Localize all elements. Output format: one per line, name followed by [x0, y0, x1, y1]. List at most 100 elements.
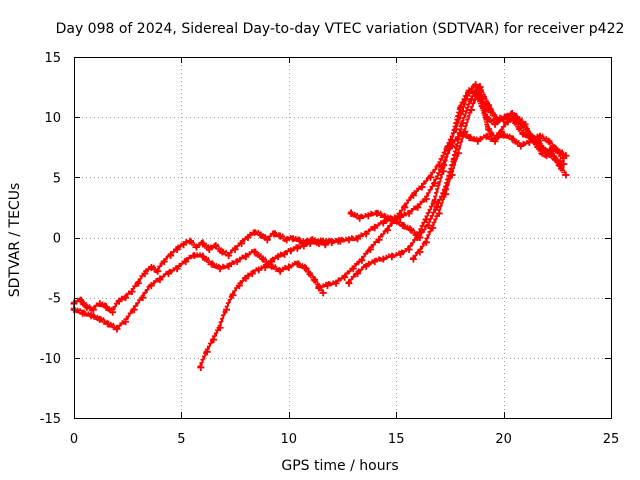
data-points	[70, 81, 570, 371]
data-point	[192, 243, 200, 251]
data-point	[416, 248, 424, 256]
data-point	[508, 110, 516, 118]
y-axis-label: SDTVAR / TECUs	[7, 183, 23, 298]
data-point	[130, 306, 138, 314]
data-point	[242, 274, 250, 282]
data-point	[364, 212, 372, 220]
data-point	[562, 171, 570, 179]
data-point	[429, 224, 437, 232]
data-point	[167, 252, 175, 260]
y-tick-label: 5	[53, 171, 61, 186]
data-point	[212, 242, 220, 250]
data-point	[141, 270, 149, 278]
data-point	[508, 135, 516, 143]
data-point	[205, 246, 213, 254]
data-point	[87, 312, 95, 320]
data-point	[497, 128, 505, 136]
data-point	[414, 203, 422, 211]
data-point	[399, 221, 407, 229]
data-point	[122, 294, 130, 302]
data-point	[276, 267, 284, 275]
x-tick-label: 20	[495, 432, 512, 447]
data-point	[180, 241, 188, 249]
data-point	[225, 262, 233, 270]
data-point	[306, 240, 314, 248]
data-point	[555, 161, 563, 169]
data-point	[233, 258, 241, 266]
data-point	[160, 258, 168, 266]
data-point	[491, 120, 499, 128]
data-point	[238, 240, 246, 248]
data-point	[341, 273, 349, 281]
data-point	[435, 161, 443, 169]
data-point	[109, 308, 117, 316]
chart-title: Day 098 of 2024, Sidereal Day-to-day VTE…	[56, 21, 625, 37]
data-point	[79, 309, 87, 317]
data-point	[83, 303, 91, 311]
data-point	[268, 258, 276, 266]
data-point	[315, 284, 323, 292]
data-point	[465, 87, 473, 95]
y-tick-label: -15	[40, 412, 61, 427]
data-point	[113, 325, 121, 333]
data-point	[474, 92, 482, 100]
data-point	[560, 160, 568, 168]
x-axis-label: GPS time / hours	[281, 458, 398, 474]
data-point	[207, 260, 215, 268]
data-point	[373, 209, 381, 217]
data-point	[302, 265, 310, 273]
data-point	[173, 265, 181, 273]
data-point	[147, 282, 155, 290]
data-point	[379, 255, 387, 263]
data-point	[358, 256, 366, 264]
data-point	[366, 246, 374, 254]
data-point	[356, 214, 364, 222]
data-point	[448, 171, 456, 179]
data-point	[388, 253, 396, 261]
data-point	[270, 230, 278, 238]
data-point	[218, 248, 226, 256]
data-point	[401, 203, 409, 211]
data-point	[147, 264, 155, 272]
data-point	[287, 247, 295, 255]
data-point	[435, 209, 443, 217]
data-point	[345, 279, 353, 287]
data-point	[293, 244, 301, 252]
data-point	[409, 191, 417, 199]
series-track-2	[70, 248, 327, 333]
data-point	[384, 226, 392, 234]
data-point	[439, 167, 447, 175]
data-point	[381, 213, 389, 221]
data-point	[545, 137, 553, 145]
data-point	[345, 236, 353, 244]
data-point	[139, 294, 147, 302]
data-point	[289, 235, 297, 243]
data-point	[491, 135, 499, 143]
data-point	[347, 209, 355, 217]
data-point	[422, 238, 430, 246]
data-point	[274, 253, 282, 261]
data-point	[405, 209, 413, 217]
data-point	[467, 95, 475, 103]
data-point	[244, 234, 252, 241]
data-point	[485, 125, 493, 133]
data-point	[482, 113, 490, 121]
data-point	[482, 132, 490, 140]
data-point	[487, 108, 495, 116]
data-point	[457, 104, 465, 112]
data-point	[422, 195, 430, 203]
data-point	[293, 260, 301, 268]
data-point	[332, 279, 340, 287]
data-point	[231, 246, 239, 254]
data-point	[319, 289, 327, 297]
data-point	[248, 270, 256, 278]
data-point	[199, 240, 207, 248]
data-point	[461, 128, 469, 136]
data-point	[261, 264, 269, 272]
data-point	[328, 238, 336, 246]
data-point	[210, 336, 218, 344]
data-point	[407, 226, 415, 234]
data-point	[128, 288, 136, 296]
data-point	[323, 282, 331, 290]
data-point	[465, 134, 473, 142]
